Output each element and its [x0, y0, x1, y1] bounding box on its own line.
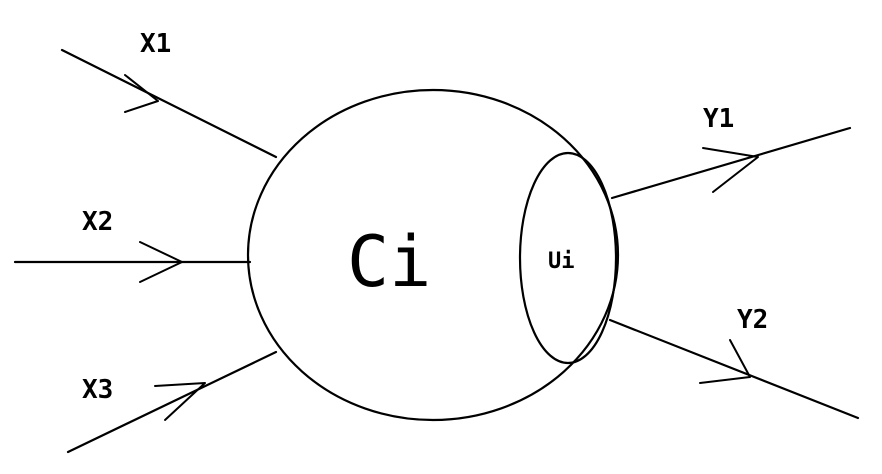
label-y2: Y2: [737, 305, 768, 335]
output-arrow-y2: [608, 318, 860, 420]
label-ci: Ci: [347, 221, 431, 303]
output-arrow-y1: [610, 126, 852, 200]
inner-ellipse: [518, 151, 618, 365]
main-circle: [246, 88, 620, 422]
input-arrow-x1: [60, 48, 278, 159]
label-x1: X1: [140, 29, 171, 59]
label-ui: Ui: [548, 249, 575, 274]
label-x2: X2: [82, 207, 113, 237]
label-x3: X3: [82, 375, 113, 405]
label-y1: Y1: [703, 104, 734, 134]
input-arrow-x2: [13, 241, 252, 283]
input-arrow-x3: [66, 350, 278, 454]
